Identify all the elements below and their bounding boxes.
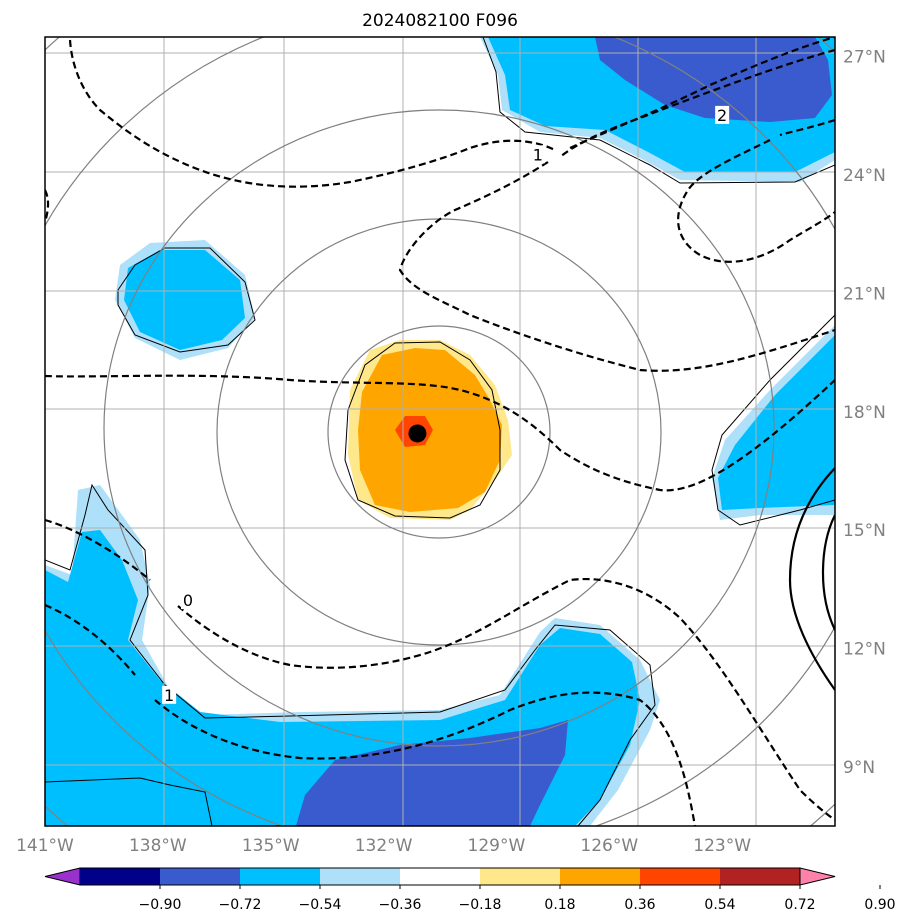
lat-tick-label: 15°N (843, 521, 886, 541)
lon-tick-label: 141°W (16, 836, 74, 856)
anomaly-outline (45, 37, 835, 826)
colorbar-tick-label: 0.18 (544, 897, 575, 913)
colorbar-tick-label: 0.72 (784, 897, 815, 913)
colorbar-segment (240, 868, 321, 885)
lat-tick-label: 24°N (843, 166, 886, 186)
colorbar-segment (720, 868, 801, 885)
colorbar-extend-low (44, 867, 81, 886)
contour-edge-west (45, 189, 50, 223)
lon-tick-label: 123°W (693, 836, 751, 856)
contour-0-south (45, 518, 835, 821)
contour-1-north (398, 48, 835, 372)
solid-contour-inner (821, 514, 835, 631)
range-ring-1 (327, 325, 551, 539)
contour-label: 0 (183, 591, 193, 610)
contour-upper-left (68, 39, 556, 188)
contour-label: 1 (164, 686, 174, 705)
lon-tick-label: 126°W (580, 836, 638, 856)
colorbar-segment (640, 868, 721, 885)
lon-tick-label: 138°W (129, 836, 187, 856)
colorbar-tick-label: −0.36 (379, 897, 422, 913)
solid-contour-outer (788, 467, 835, 691)
solid-contours (788, 467, 835, 691)
colorbar-segment (80, 868, 161, 885)
lon-tick-label: 129°W (468, 836, 526, 856)
colorbar-tick-label: 0.90 (864, 897, 895, 913)
contour-label-background (162, 685, 177, 704)
lat-tick-label: 9°N (843, 758, 875, 778)
contour-upper-right (569, 37, 835, 150)
contour-labels: 0 1 1 2 (162, 105, 730, 705)
lat-tick-label: 21°N (843, 284, 886, 304)
contour-1-south (45, 603, 697, 826)
colorbar-segment (160, 868, 241, 885)
colorbar: −0.90 −0.72 −0.54 −0.36 −0.18 0.18 0.36 0.54 0.7… (44, 867, 896, 913)
colorbar-tick-label: −0.18 (459, 897, 502, 913)
colorbar-outline (80, 867, 800, 886)
latitude-labels: 9°N 12°N 15°N 18°N 21°N 24°N 27°N (843, 48, 886, 778)
contour-label-background (530, 145, 545, 164)
contour-0-mid (45, 374, 835, 492)
colorbar-tick-label: −0.54 (299, 897, 342, 913)
graticule (45, 37, 835, 826)
contour-label: 2 (717, 106, 727, 125)
colorbar-segment (320, 868, 401, 885)
lon-tick-label: 135°W (242, 836, 300, 856)
storm-center-marker (408, 424, 427, 443)
contour-label-background (715, 105, 730, 124)
map-frame (44, 36, 836, 827)
lat-tick-label: 12°N (843, 639, 886, 659)
colorbar-extend-high (799, 867, 836, 886)
lon-tick-label: 132°W (355, 836, 413, 856)
figure-title: 2024082100 F096 (362, 11, 518, 31)
lat-tick-label: 27°N (843, 48, 886, 68)
contour-2-loop (677, 118, 835, 263)
colorbar-tick-label: −0.90 (139, 897, 182, 913)
colorbar-tick-label: 0.36 (624, 897, 655, 913)
colorbar-tick-label: 0.54 (704, 897, 735, 913)
colorbar-segment (400, 868, 481, 885)
colorbar-tick-label: −0.72 (219, 897, 262, 913)
longitude-labels: 141°W 138°W 135°W 132°W 129°W 126°W 123°W (16, 836, 751, 856)
lat-tick-label: 18°N (843, 403, 886, 423)
contour-label: 1 (533, 145, 543, 164)
anomaly-warm-core (348, 340, 512, 520)
colorbar-segment (560, 868, 641, 885)
contour-label-background (180, 591, 195, 610)
range-ring-3 (103, 109, 775, 747)
dashed-contours (45, 37, 835, 826)
colorbar-segment (480, 868, 561, 885)
